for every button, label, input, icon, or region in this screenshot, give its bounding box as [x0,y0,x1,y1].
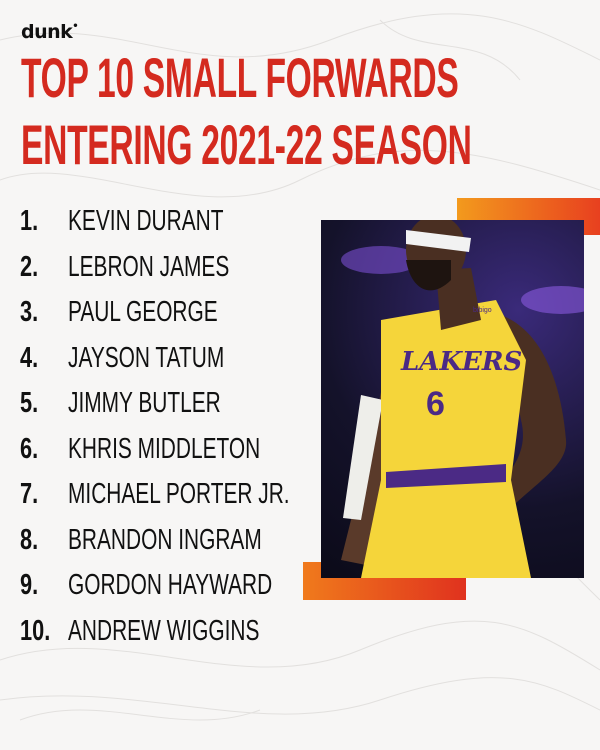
player-name: PAUL GEORGE [68,296,218,329]
rank: 8. [20,523,39,556]
rank: 9. [20,569,39,602]
sponsor-patch: bibigo [473,307,492,314]
rank: 2. [20,250,39,283]
title-line-1: TOP 10 SMALL FORWARDS [21,46,459,109]
player-name: ANDREW WIGGINS [68,614,260,647]
player-name: JIMMY BUTLER [68,387,221,420]
player-name: MICHAEL PORTER JR. [68,478,290,511]
player-name: JAYSON TATUM [68,341,225,374]
list-item: 7. MICHAEL PORTER JR. [20,472,376,518]
player-name: BRANDON INGRAM [68,523,262,556]
rank: 5. [20,387,39,420]
title-line-2: ENTERING 2021-22 SEASON [21,113,472,176]
list-item: 5. JIMMY BUTLER [20,381,376,427]
player-name: GORDON HAYWARD [68,569,273,602]
rank: 4. [20,341,39,374]
player-name: LEBRON JAMES [68,250,230,283]
rank: 6. [20,432,39,465]
list-item: 8. BRANDON INGRAM [20,518,376,564]
jersey-number: 6 [426,385,445,423]
player-name: KHRIS MIDDLETON [68,432,261,465]
list-item: 3. PAUL GEORGE [20,290,376,336]
rank: 3. [20,296,39,329]
ranking-list: 1. KEVIN DURANT 2. LEBRON JAMES 3. PAUL GEO… [20,199,376,654]
player-illustration: LAKERS 6 bibigo [341,220,584,578]
player-photo: LAKERS 6 bibigo [321,220,584,578]
list-item: 1. KEVIN DURANT [20,199,376,245]
list-item: 2. LEBRON JAMES [20,245,376,291]
list-item: 6. KHRIS MIDDLETON [20,427,376,473]
player-name: KEVIN DURANT [68,205,224,238]
rank: 7. [20,478,39,511]
rank: 1. [20,205,39,238]
list-item: 4. JAYSON TATUM [20,336,376,382]
jersey-text: LAKERS [400,347,522,377]
rank: 10. [20,614,51,647]
list-item: 9. GORDON HAYWARD [20,563,376,609]
dunk-logo: dunk• [21,20,79,43]
list-item: 10. ANDREW WIGGINS [20,609,376,655]
